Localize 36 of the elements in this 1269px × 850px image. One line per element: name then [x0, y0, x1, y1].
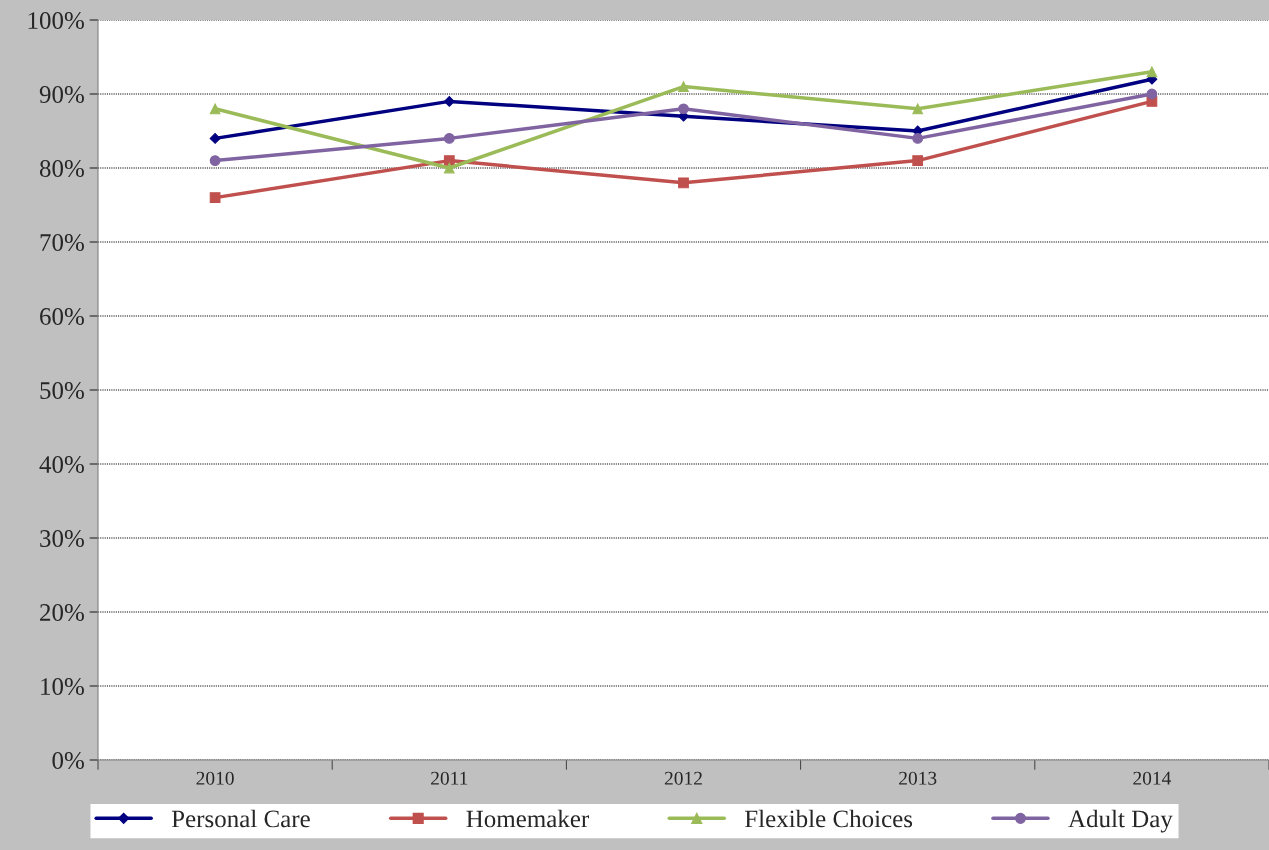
y-tick-label: 30% [40, 530, 84, 547]
point [1146, 66, 1158, 78]
y-tick-label: 0% [52, 752, 84, 769]
y-tick-label: 40% [39, 456, 84, 473]
legend-label: Personal Care [171, 809, 310, 828]
x-tick-label: 2013 [899, 771, 937, 785]
point [209, 155, 221, 166]
point [443, 95, 455, 107]
point [678, 81, 689, 92]
point [209, 103, 221, 115]
y-tick-label: 80% [39, 160, 84, 177]
y-tick-label: 90% [39, 86, 84, 103]
point [443, 162, 455, 174]
y-tick-label: 20% [40, 604, 84, 621]
legend-label: Flexible Choices [744, 809, 913, 828]
point [678, 103, 689, 115]
y-tick-label: 70% [40, 234, 84, 251]
y-tick-label: 10% [41, 678, 84, 695]
point [209, 192, 221, 203]
x-tick-label: 2010 [196, 771, 234, 785]
point [912, 133, 924, 144]
point [912, 155, 924, 166]
point [443, 133, 455, 144]
point [1146, 88, 1158, 100]
legend-label: Homemaker [466, 809, 590, 828]
point [912, 103, 924, 115]
legend-label: Adult Day [1068, 809, 1173, 833]
point [209, 132, 221, 144]
x-tick-label: 2012 [664, 771, 702, 785]
y-tick-label: 100% [28, 12, 84, 29]
y-tick-label: 50% [40, 382, 84, 399]
point [443, 155, 455, 166]
point [678, 177, 689, 189]
x-tick-label: 2011 [431, 771, 468, 785]
x-tick-label: 2014 [1133, 771, 1172, 785]
y-tick-label: 60% [40, 308, 84, 325]
